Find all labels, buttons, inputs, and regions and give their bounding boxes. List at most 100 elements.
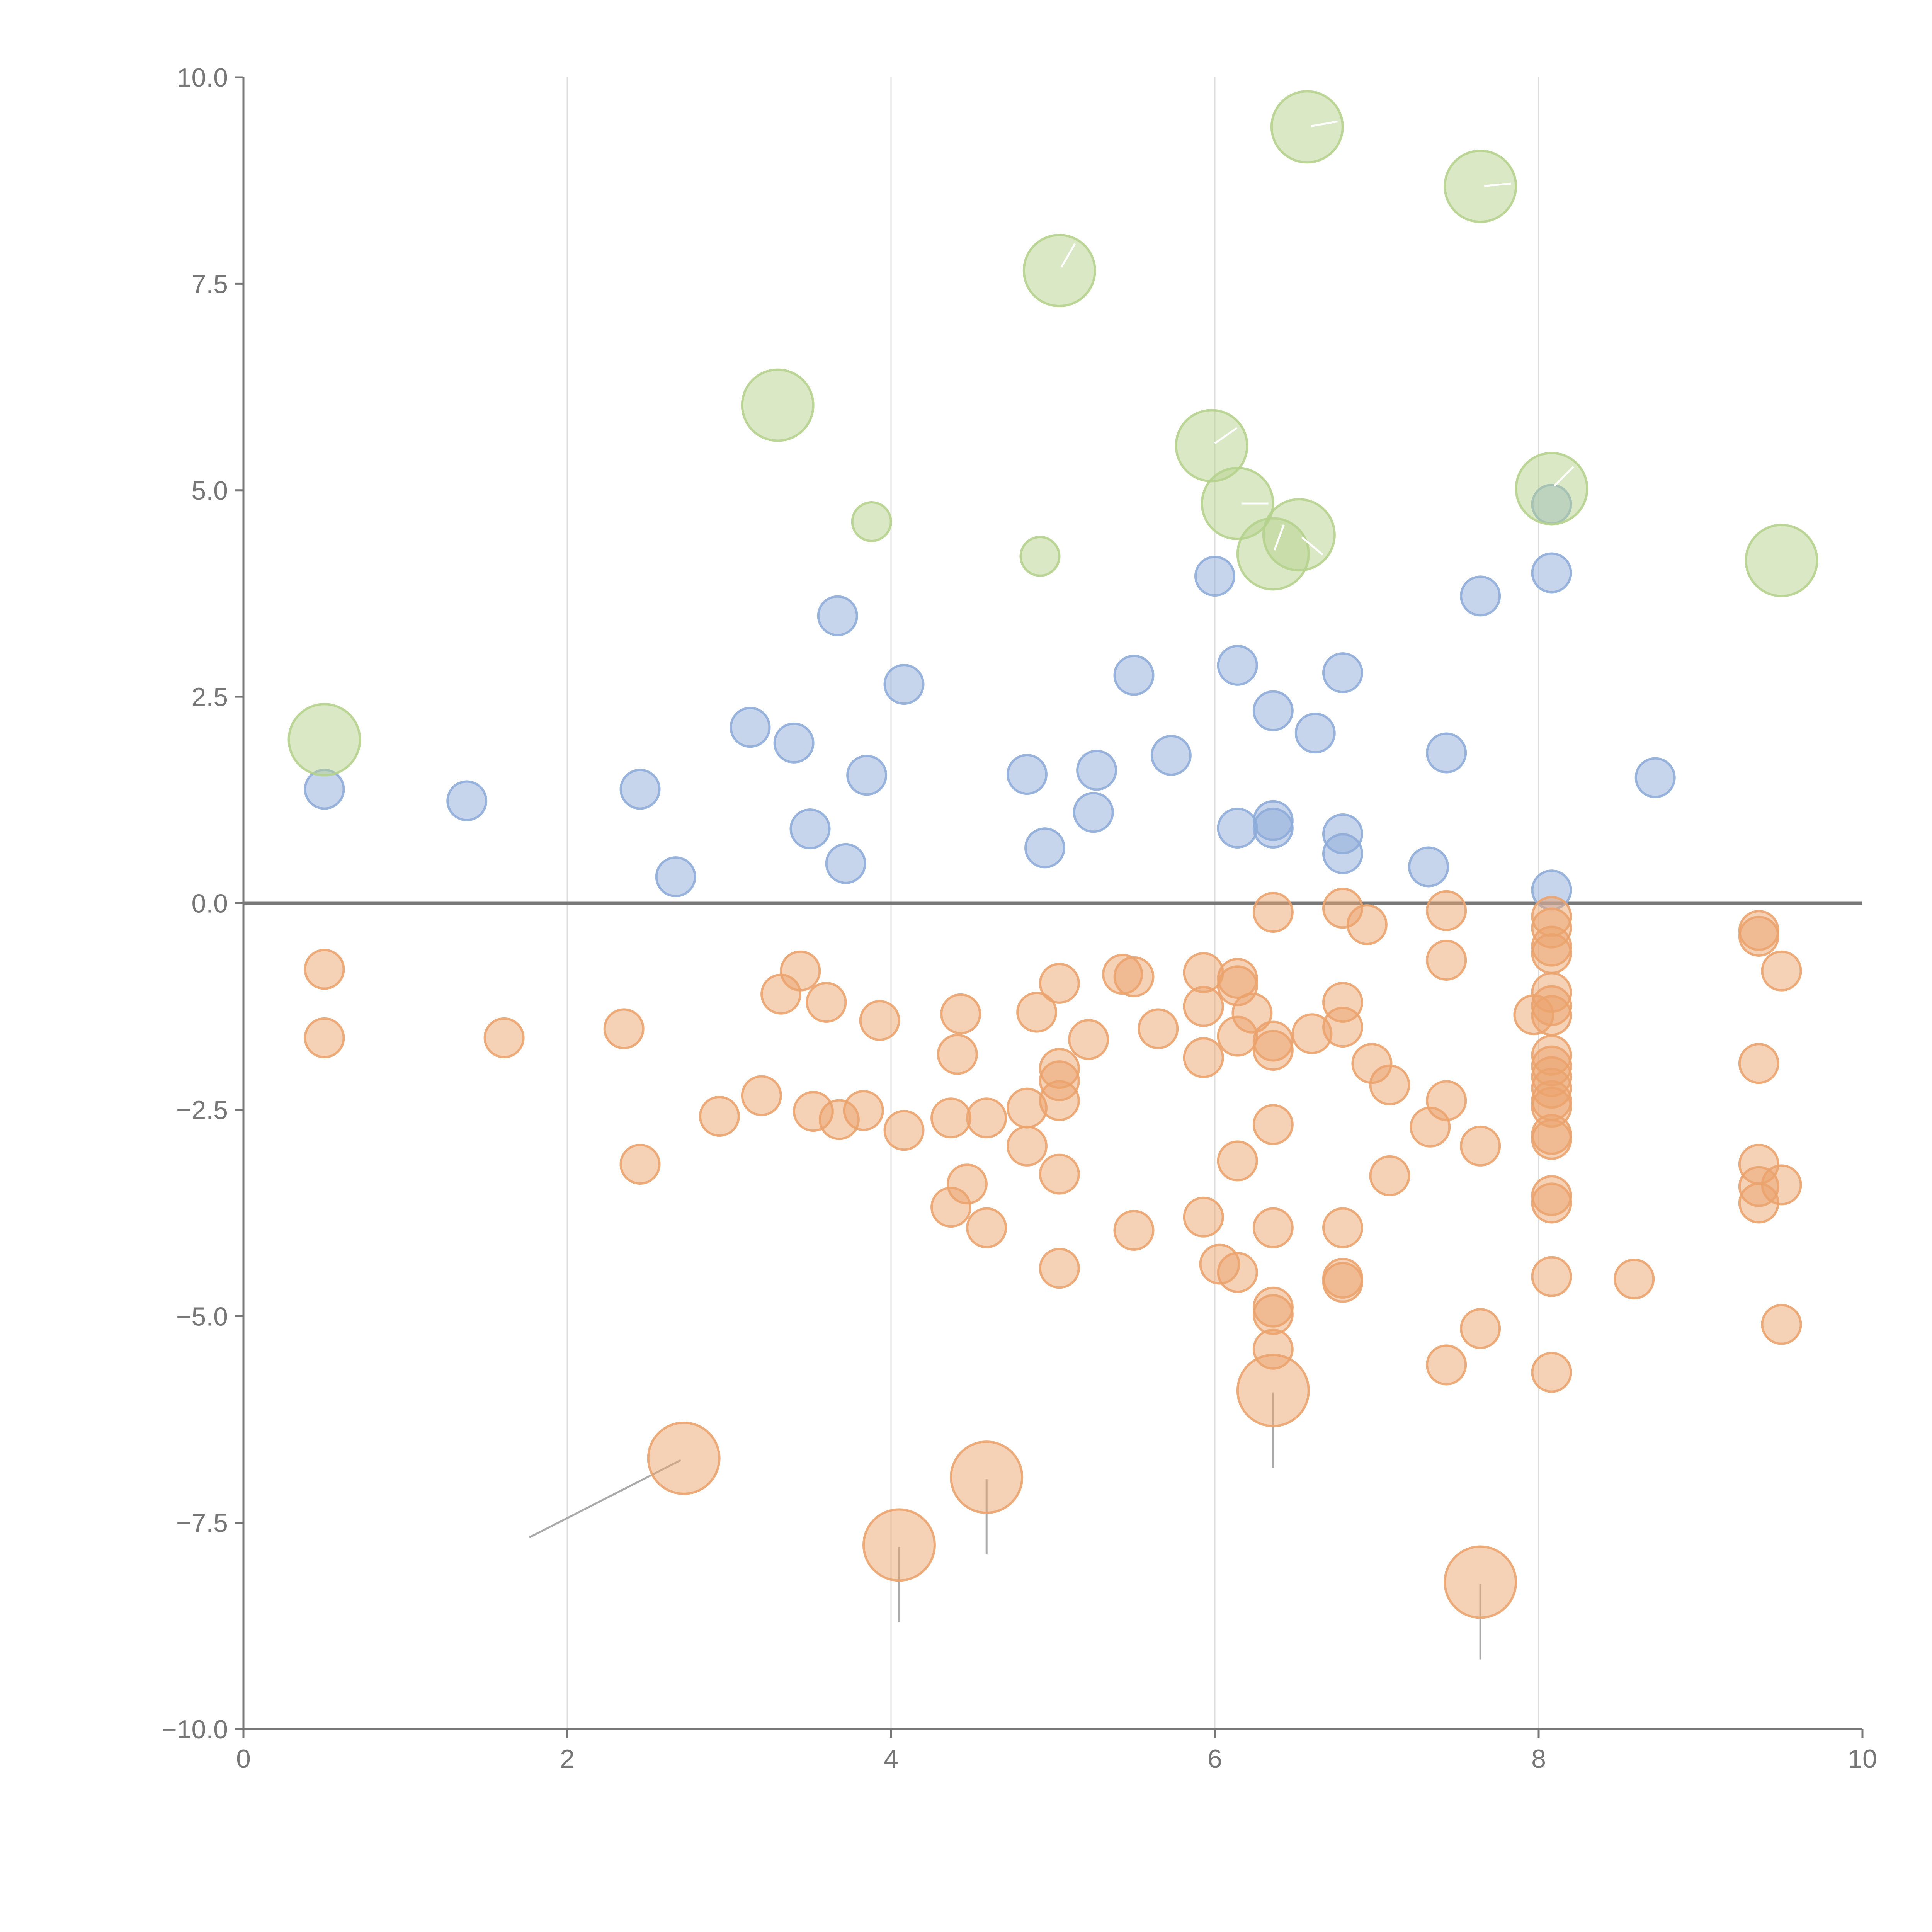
point-orange-29 <box>1039 1153 1080 1195</box>
point-blue-23 <box>1294 713 1336 754</box>
point-orange-71 <box>1460 1125 1501 1167</box>
series-orange <box>304 888 1802 1393</box>
point-orange-68 <box>1426 939 1467 981</box>
point-orange-large-2 <box>950 1440 1024 1514</box>
point-orange-17 <box>937 1034 978 1075</box>
point-orange-46 <box>1231 992 1273 1034</box>
point-orange-33 <box>1113 956 1155 997</box>
point-orange-90 <box>1531 1182 1572 1224</box>
x-tick-label-1: 2 <box>560 1744 575 1774</box>
y-tick-label-3: −2.5 <box>176 1095 228 1125</box>
point-orange-67 <box>1426 890 1467 931</box>
point-orange-70 <box>1426 1344 1467 1386</box>
y-tick-label-7: 7.5 <box>191 269 228 299</box>
point-green-9 <box>1515 452 1588 526</box>
x-axis-ticks: 0 2 4 6 8 10 <box>236 1729 1877 1774</box>
point-blue-12 <box>1024 827 1066 869</box>
point-orange-38 <box>1183 1037 1224 1078</box>
point-orange-102 <box>1761 1304 1802 1345</box>
y-tick-label-4: 0.0 <box>191 889 228 918</box>
point-orange-100 <box>1761 950 1802 992</box>
point-orange-96 <box>1738 1043 1779 1084</box>
point-orange-61 <box>1322 1262 1364 1303</box>
point-blue-26 <box>1322 833 1364 874</box>
point-blue-3 <box>655 856 696 898</box>
point-blue-5 <box>773 722 815 764</box>
point-blue-28 <box>1426 732 1467 774</box>
point-orange-large-0 <box>647 1421 721 1495</box>
y-axis-ticks: −10.0 −7.5 −5.0 −2.5 0.0 2.5 5.0 7.5 10.0 <box>162 63 243 1744</box>
point-orange-69 <box>1426 1080 1467 1121</box>
point-blue-13 <box>1073 792 1114 833</box>
y-tick-label-0: −10.0 <box>162 1715 228 1744</box>
point-blue-33 <box>1634 757 1676 798</box>
point-blue-1 <box>446 780 488 821</box>
point-orange-53 <box>1252 1294 1294 1335</box>
point-orange-58 <box>1322 1007 1364 1048</box>
y-tick-label-2: −5.0 <box>176 1302 228 1331</box>
point-orange-65 <box>1369 1155 1410 1196</box>
point-orange-77 <box>1531 933 1572 974</box>
point-orange-91 <box>1531 1256 1572 1297</box>
point-blue-2 <box>619 769 661 810</box>
point-orange-0 <box>304 949 345 990</box>
point-green-7 <box>1270 90 1344 164</box>
y-tick-label-8: 10.0 <box>177 63 228 92</box>
series-green-small <box>851 501 1061 577</box>
point-orange-10 <box>806 982 847 1023</box>
point-orange-93 <box>1614 1259 1655 1300</box>
point-blue-8 <box>825 843 866 884</box>
point-orange-13 <box>859 1000 900 1041</box>
point-green-1 <box>741 368 815 442</box>
point-orange-23 <box>1006 1125 1048 1167</box>
point-blue-7 <box>817 595 858 636</box>
point-orange-45 <box>1217 1252 1258 1293</box>
point-orange-20 <box>966 1097 1007 1139</box>
point-orange-64 <box>1369 1064 1410 1105</box>
point-blue-20 <box>1252 690 1294 731</box>
inner-marker-8 <box>1484 182 1512 187</box>
point-orange-6 <box>741 1075 782 1116</box>
point-orange-8 <box>780 950 821 992</box>
point-green-0 <box>287 703 361 777</box>
point-green-small-1 <box>1019 536 1061 577</box>
point-orange-27 <box>1039 1080 1080 1121</box>
point-green-small-0 <box>851 501 892 542</box>
point-orange-24 <box>1016 992 1058 1033</box>
series-blue <box>304 484 1676 911</box>
point-blue-31 <box>1531 552 1572 594</box>
point-orange-28 <box>1039 963 1080 1004</box>
point-orange-80 <box>1531 995 1572 1036</box>
point-orange-large-3 <box>1236 1354 1310 1427</box>
point-orange-44 <box>1217 1140 1258 1182</box>
point-orange-95 <box>1738 916 1779 957</box>
point-blue-19 <box>1217 807 1258 849</box>
point-blue-29 <box>1460 575 1501 617</box>
point-orange-1 <box>304 1017 345 1058</box>
x-tick-label-4: 8 <box>1531 1744 1546 1774</box>
x-tick-label-0: 0 <box>236 1744 251 1774</box>
point-orange-2 <box>483 1017 525 1058</box>
point-orange-large-1 <box>862 1508 936 1582</box>
point-orange-92 <box>1531 1352 1572 1393</box>
point-green-2 <box>1022 234 1096 308</box>
point-orange-59 <box>1322 1207 1364 1248</box>
y-tick-label-6: 5.0 <box>191 476 228 505</box>
point-green-4 <box>1201 466 1274 540</box>
point-blue-4 <box>730 707 771 748</box>
point-orange-51 <box>1252 1207 1294 1248</box>
point-blue-18 <box>1217 645 1258 686</box>
point-blue-17 <box>1194 556 1235 597</box>
inner-marker-2 <box>1060 243 1076 268</box>
point-orange-19 <box>946 1163 988 1205</box>
point-orange-3 <box>603 1008 645 1049</box>
y-tick-label-1: −7.5 <box>176 1509 228 1538</box>
point-orange-4 <box>619 1143 661 1185</box>
point-green-8 <box>1444 150 1517 223</box>
point-orange-31 <box>1068 1019 1109 1060</box>
x-tick-label-2: 4 <box>884 1744 898 1774</box>
point-orange-37 <box>1183 986 1224 1027</box>
point-orange-72 <box>1460 1308 1501 1349</box>
point-orange-88 <box>1531 1119 1572 1160</box>
point-blue-6 <box>789 808 831 850</box>
